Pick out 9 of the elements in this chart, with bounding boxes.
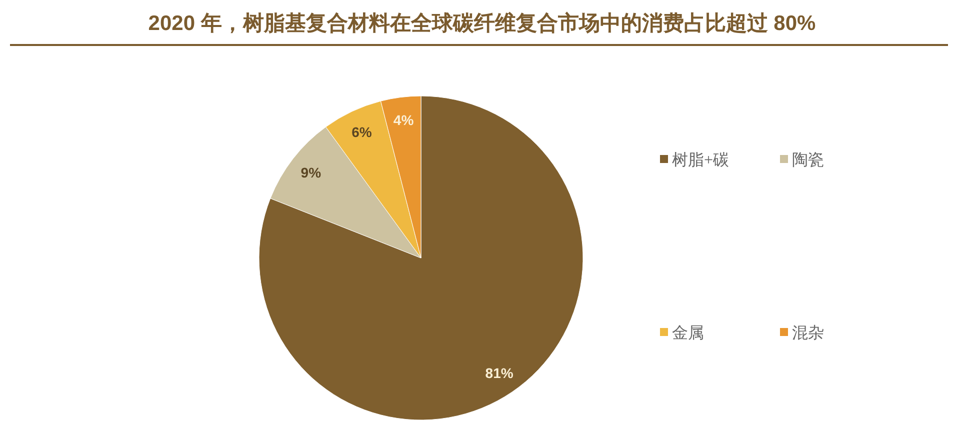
legend-label: 树脂+碳 [672, 151, 730, 169]
title: 2020 年，树脂基复合材料在全球碳纤维复合市场中的消费占比超过 80% [148, 12, 816, 35]
legend-label: 金属 [672, 325, 704, 342]
label: 6% [352, 124, 372, 140]
legend-label: 陶瓷 [792, 152, 824, 169]
label: 4% [393, 112, 414, 128]
legend-label: 混杂 [792, 324, 824, 342]
label: 81% [485, 365, 514, 382]
label: 9% [300, 164, 322, 181]
